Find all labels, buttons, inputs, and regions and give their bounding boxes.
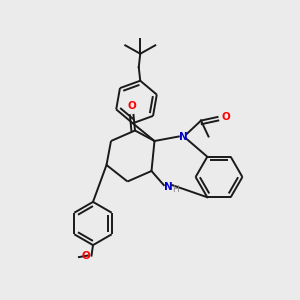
Text: N: N: [178, 131, 188, 142]
Text: O: O: [81, 250, 90, 261]
Text: H: H: [172, 184, 179, 194]
Text: N: N: [164, 182, 172, 193]
Text: O: O: [128, 101, 136, 111]
Text: O: O: [221, 112, 230, 122]
